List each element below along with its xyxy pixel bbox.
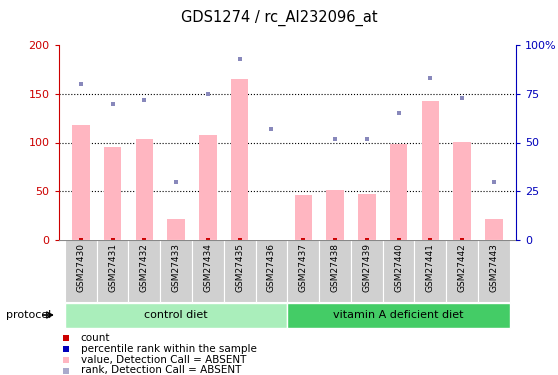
Point	[426, 237, 435, 243]
Bar	[65, 303, 287, 328]
Text: GSM27439: GSM27439	[362, 243, 371, 292]
Bar	[136, 139, 153, 240]
Text: percentile rank within the sample: percentile rank within the sample	[81, 344, 257, 354]
Bar	[231, 79, 248, 240]
Text: GSM27442: GSM27442	[458, 243, 466, 292]
Point	[204, 237, 213, 243]
Text: vitamin A deficient diet: vitamin A deficient diet	[333, 310, 464, 320]
Point	[140, 237, 149, 243]
Point	[235, 237, 244, 243]
Bar	[224, 240, 256, 302]
Bar	[478, 240, 510, 302]
Bar	[295, 195, 312, 240]
Point	[362, 136, 371, 142]
Bar	[485, 219, 503, 240]
Bar	[65, 240, 97, 302]
Point	[61, 335, 70, 341]
Point	[61, 357, 70, 363]
Text: GSM27438: GSM27438	[330, 243, 339, 292]
Point	[61, 368, 70, 374]
Point	[489, 178, 498, 184]
Bar	[415, 240, 446, 302]
Text: rank, Detection Call = ABSENT: rank, Detection Call = ABSENT	[81, 366, 241, 375]
Point	[108, 100, 117, 106]
Bar	[454, 141, 471, 240]
Bar	[446, 240, 478, 302]
Text: GSM27441: GSM27441	[426, 243, 435, 292]
Text: GSM27432: GSM27432	[140, 243, 149, 292]
Point	[458, 237, 466, 243]
Bar	[72, 125, 90, 240]
Point	[108, 237, 117, 243]
Bar	[383, 240, 415, 302]
Point	[267, 126, 276, 132]
Text: GDS1274 / rc_AI232096_at: GDS1274 / rc_AI232096_at	[181, 9, 377, 26]
Bar	[199, 135, 217, 240]
Bar	[287, 240, 319, 302]
Bar	[287, 303, 510, 328]
Text: GSM27436: GSM27436	[267, 243, 276, 292]
Point	[458, 94, 466, 100]
Text: control diet: control diet	[145, 310, 208, 320]
Point	[204, 91, 213, 97]
Bar	[256, 240, 287, 302]
Text: GSM27443: GSM27443	[489, 243, 498, 292]
Text: count: count	[81, 333, 110, 343]
Bar	[326, 190, 344, 240]
Text: protocol: protocol	[6, 310, 51, 320]
Point	[140, 97, 149, 103]
Point	[426, 75, 435, 81]
Bar	[422, 100, 439, 240]
Bar	[351, 240, 383, 302]
Point	[330, 136, 339, 142]
Point	[330, 237, 339, 243]
Text: value, Detection Call = ABSENT: value, Detection Call = ABSENT	[81, 355, 246, 365]
Bar	[167, 219, 185, 240]
Point	[394, 110, 403, 116]
Bar	[390, 144, 407, 240]
Text: GSM27435: GSM27435	[235, 243, 244, 292]
Bar	[192, 240, 224, 302]
Text: GSM27437: GSM27437	[299, 243, 308, 292]
Bar	[160, 240, 192, 302]
Point	[61, 346, 70, 352]
Bar	[358, 194, 376, 240]
Point	[172, 178, 181, 184]
Bar	[97, 240, 128, 302]
Text: GSM27440: GSM27440	[394, 243, 403, 292]
Text: GSM27431: GSM27431	[108, 243, 117, 292]
Point	[76, 81, 85, 87]
Point	[235, 56, 244, 62]
Bar	[319, 240, 351, 302]
Point	[362, 237, 371, 243]
Text: GSM27433: GSM27433	[172, 243, 181, 292]
Point	[394, 237, 403, 243]
Point	[76, 237, 85, 243]
Point	[299, 237, 307, 243]
Text: GSM27430: GSM27430	[76, 243, 85, 292]
Bar	[104, 147, 121, 240]
Text: GSM27434: GSM27434	[204, 243, 213, 292]
Bar	[128, 240, 160, 302]
